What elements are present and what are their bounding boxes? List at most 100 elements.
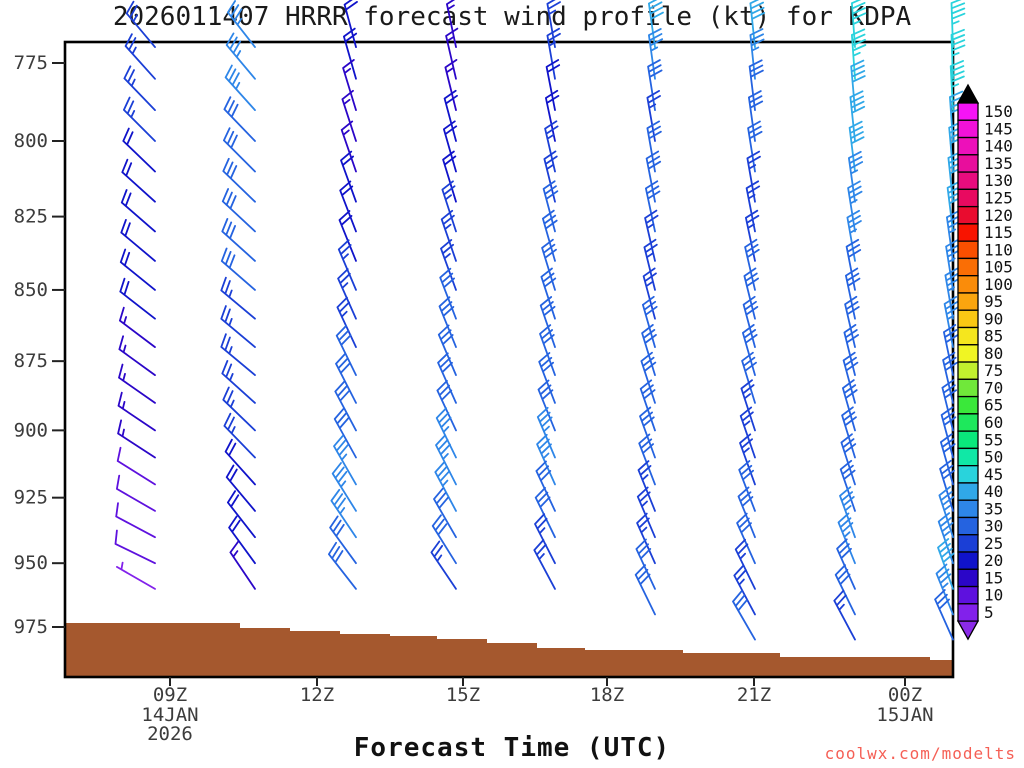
wind-barb: [736, 512, 756, 565]
wind-barb: [443, 89, 458, 142]
colorbar-cell: [957, 395, 979, 415]
wind-barb: [734, 538, 756, 590]
wind-barb: [738, 460, 756, 512]
wind-barb: [742, 324, 758, 376]
y-tick-label: 975: [14, 616, 48, 638]
wind-barb: [635, 538, 656, 590]
wind-barb: [943, 296, 960, 348]
colorbar-cell: [957, 551, 979, 570]
colorbar: 1501451401351301251201151101051009590858…: [956, 83, 1013, 641]
wind-barb: [945, 239, 961, 291]
wind-barb: [637, 460, 656, 512]
wind-barb: [949, 60, 965, 111]
wind-barb: [642, 295, 658, 348]
colorbar-label: 85: [984, 327, 1003, 346]
wind-barb: [125, 0, 156, 48]
wind-barb: [636, 486, 656, 539]
wind-barb: [742, 295, 759, 348]
colorbar-label: 50: [984, 448, 1003, 467]
wind-barb: [946, 210, 962, 262]
colorbar-label: 35: [984, 499, 1003, 518]
colorbar-label: 95: [984, 292, 1003, 311]
colorbar-label: 25: [984, 534, 1003, 553]
x-tick-label: 00Z: [888, 684, 922, 706]
wind-barb: [851, 28, 867, 80]
x-axis-title: Forecast Time (UTC): [353, 733, 671, 763]
wind-barb: [733, 564, 756, 616]
wind-barb: [116, 474, 156, 512]
wind-barb: [343, 27, 358, 80]
wind-barb: [435, 407, 457, 459]
wind-barb: [118, 363, 156, 404]
wind-barb: [737, 486, 756, 539]
colorbar-label: 100: [984, 275, 1013, 294]
wind-barb: [645, 150, 662, 203]
wind-barb: [944, 267, 960, 320]
wind-barb: [330, 488, 357, 539]
wind-barb: [935, 563, 954, 616]
wind-barb: [950, 28, 966, 80]
colorbar-top-arrow: [956, 83, 980, 104]
wind-barb: [117, 391, 156, 432]
colorbar-cell: [957, 482, 979, 501]
wind-barb: [329, 515, 357, 565]
x-tick-sublabel: 14JAN: [141, 704, 198, 726]
wind-barb: [545, 59, 561, 111]
wind-barb: [845, 267, 861, 320]
colorbar-cell: [957, 378, 979, 398]
wind-barb: [228, 515, 256, 565]
colorbar-label: 135: [984, 154, 1013, 173]
wind-barb: [636, 512, 656, 565]
wind-barb: [342, 59, 357, 111]
wind-barb: [535, 460, 556, 512]
colorbar-cell: [957, 102, 979, 121]
wind-barb: [224, 64, 256, 111]
wind-barb: [120, 219, 156, 262]
colorbar-label: 125: [984, 188, 1013, 207]
y-tick-label: 775: [14, 52, 48, 74]
wind-barb: [116, 446, 156, 486]
colorbar-cell: [957, 499, 979, 519]
wind-barb: [645, 180, 661, 233]
x-tick-sublabel: 15JAN: [876, 704, 933, 726]
wind-barb: [648, 28, 664, 80]
chart-title: 2026011407 HRRR forecast wind profile (k…: [112, 2, 912, 32]
wind-barb: [848, 120, 865, 173]
x-tick-label: 21Z: [737, 684, 771, 706]
wind-barb: [340, 120, 357, 173]
wind-barb: [220, 305, 256, 348]
colorbar-label: 30: [984, 517, 1003, 536]
wind-barb: [430, 540, 457, 590]
colorbar-cell: [957, 413, 979, 432]
wind-barb: [749, 28, 765, 80]
wind-barb: [225, 32, 256, 80]
colorbar-cell: [957, 585, 979, 605]
wind-barb: [340, 150, 357, 203]
colorbar-cell: [957, 568, 979, 588]
colorbar-label: 140: [984, 137, 1013, 156]
wind-barb: [444, 59, 458, 111]
colorbar-label: 90: [984, 309, 1003, 328]
wind-barb: [119, 277, 156, 320]
wind-barb: [336, 296, 357, 348]
wind-barb: [441, 180, 457, 233]
wind-barb: [849, 90, 866, 142]
x-tick-label: 12Z: [300, 684, 334, 706]
colorbar-cell: [957, 603, 979, 622]
wind-barb: [229, 540, 256, 590]
x-tick-label: 15Z: [446, 684, 480, 706]
wind-barb: [331, 462, 357, 512]
colorbar-label: 145: [984, 119, 1013, 138]
colorbar-label: 20: [984, 551, 1003, 570]
wind-barb: [542, 209, 558, 262]
wind-barb: [227, 0, 256, 48]
wind-barb: [836, 538, 856, 590]
wind-barb: [123, 96, 156, 142]
wind-barb: [445, 27, 459, 80]
wind-barb: [123, 65, 156, 111]
colorbar-cell: [957, 292, 979, 311]
colorbar-label: 115: [984, 223, 1013, 242]
colorbar-label: 105: [984, 258, 1013, 277]
wind-barb: [541, 238, 557, 291]
